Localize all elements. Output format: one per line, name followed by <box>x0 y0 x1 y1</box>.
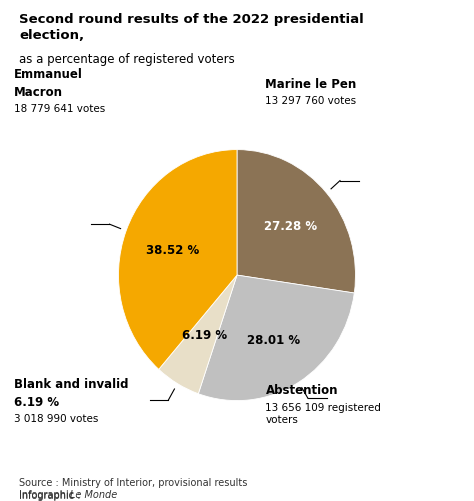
Text: 6.19 %: 6.19 % <box>14 395 59 408</box>
Wedge shape <box>118 150 237 370</box>
Text: Le Monde: Le Monde <box>70 489 118 499</box>
Text: 6.19 %: 6.19 % <box>182 329 227 342</box>
Text: Emmanuel: Emmanuel <box>14 68 83 81</box>
Text: 38.52 %: 38.52 % <box>146 243 199 257</box>
Wedge shape <box>159 276 237 394</box>
Text: Blank and invalid: Blank and invalid <box>14 377 129 390</box>
Text: 28.01 %: 28.01 % <box>247 333 301 346</box>
Text: as a percentage of registered voters: as a percentage of registered voters <box>19 53 235 66</box>
Text: Macron: Macron <box>14 86 63 99</box>
Wedge shape <box>237 150 356 294</box>
Text: Infographic :: Infographic : <box>19 489 83 499</box>
Text: 13 297 760 votes: 13 297 760 votes <box>265 96 356 106</box>
Text: 27.28 %: 27.28 % <box>264 220 317 233</box>
Text: Source : Ministry of Interior, provisional results
Infographic :: Source : Ministry of Interior, provision… <box>19 477 247 500</box>
Wedge shape <box>198 276 354 401</box>
Text: 3 018 990 votes: 3 018 990 votes <box>14 413 99 423</box>
Text: Second round results of the 2022 presidential
election,: Second round results of the 2022 preside… <box>19 13 364 42</box>
Text: Marine le Pen: Marine le Pen <box>265 78 357 91</box>
Text: Abstention: Abstention <box>265 383 338 396</box>
Text: 13 656 109 registered
voters: 13 656 109 registered voters <box>265 402 381 424</box>
Text: 18 779 641 votes: 18 779 641 votes <box>14 104 106 114</box>
